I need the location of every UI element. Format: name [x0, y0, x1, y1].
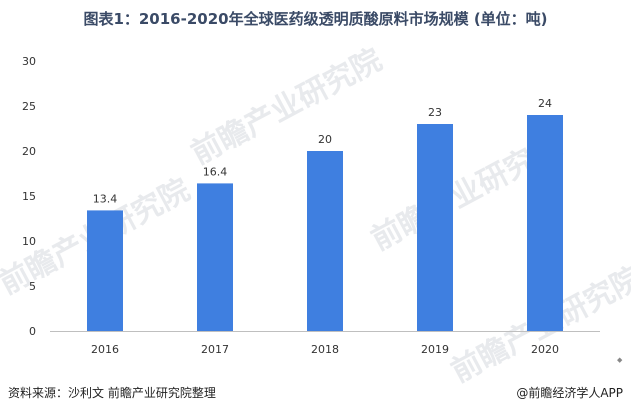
x-tick-label: 2017	[201, 343, 229, 356]
data-label: 24	[538, 97, 552, 110]
x-tick-label: 2020	[531, 343, 559, 356]
bar	[87, 210, 123, 331]
y-tick-label: 30	[22, 55, 36, 68]
y-tick-label: 20	[22, 145, 36, 158]
y-tick-label: 15	[22, 190, 36, 203]
chart-title: 图表1：2016-2020年全球医药级透明质酸原料市场规模 (单位：吨)	[83, 10, 548, 28]
data-label: 23	[428, 106, 442, 119]
bar	[197, 183, 233, 331]
source-note: 资料来源：沙利文 前瞻产业研究院整理	[8, 386, 216, 400]
data-label: 20	[318, 133, 332, 146]
y-tick-label: 25	[22, 100, 36, 113]
bar	[307, 151, 343, 331]
x-tick-label: 2016	[91, 343, 119, 356]
y-tick-label: 5	[29, 280, 36, 293]
data-label: 13.4	[93, 192, 118, 205]
bar	[527, 115, 563, 331]
x-tick-label: 2019	[421, 343, 449, 356]
data-label: 16.4	[203, 165, 228, 178]
bar	[417, 124, 453, 331]
corner-marker: ◆	[617, 356, 623, 364]
x-tick-label: 2018	[311, 343, 339, 356]
brand-label: @前瞻经济学人APP	[516, 386, 623, 400]
y-tick-label: 10	[22, 235, 36, 248]
y-tick-label: 0	[29, 325, 36, 338]
